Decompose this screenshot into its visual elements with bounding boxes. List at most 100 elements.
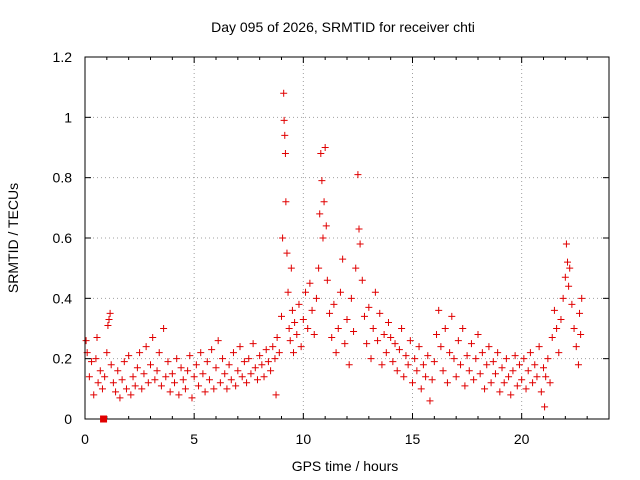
data-point [541,403,549,411]
data-point [548,334,556,342]
data-point [570,325,578,332]
data-point [295,300,303,308]
data-point [236,343,244,351]
data-point [157,382,165,390]
data-point [323,276,331,284]
data-point [181,385,189,393]
data-point [345,361,353,369]
data-point [221,370,229,378]
data-point [564,258,572,266]
data-point [544,355,552,363]
data-point [417,385,425,393]
data-point [424,352,432,360]
data-point [306,279,314,287]
data-point [258,361,266,369]
data-point [142,343,150,351]
data-point [166,388,174,396]
data-point [151,376,159,384]
data-point [92,355,100,363]
data-point [104,321,112,329]
data-point [472,355,480,363]
data-point [199,370,207,378]
data-point [522,385,530,393]
data-point [355,225,363,233]
data-point [358,276,366,284]
data-point [90,391,98,399]
data-point [483,361,491,369]
data-point [334,325,342,332]
data-point [457,361,465,369]
data-point [411,355,419,363]
x-tick-label: 5 [190,431,198,447]
data-point [326,309,334,317]
data-point [195,382,203,390]
data-point [481,385,489,393]
data-point [203,358,211,366]
data-point [267,367,275,375]
data-point [299,315,307,323]
data-point [210,385,218,393]
data-point [402,352,410,360]
data-point [127,391,135,399]
data-point [232,382,240,390]
chart-title: Day 095 of 2026, SRMTID for receiver cht… [211,19,475,35]
data-point [216,379,224,387]
data-point [101,373,109,381]
data-point [369,325,377,332]
data-point [281,150,289,158]
data-point [286,337,294,345]
data-point [94,379,102,387]
data-point [318,177,326,185]
data-point [561,273,569,281]
y-tick-label: 0.6 [53,230,73,246]
data-point [275,349,283,357]
data-point [171,379,179,387]
data-point [435,306,443,314]
data-point [502,355,510,363]
data-point [413,367,421,375]
data-point [374,337,382,345]
data-point [550,306,558,314]
data-point [308,306,316,314]
data-point [391,340,399,348]
data-point [365,303,373,311]
data-point [518,376,526,384]
data-point [229,349,237,357]
data-point [426,397,434,405]
x-tick-label: 15 [405,431,421,447]
y-tick-label: 1.2 [53,49,73,65]
y-tick-labels: 0 0.2 0.4 0.6 0.8 1 1.2 [53,49,73,427]
data-point [262,346,270,354]
x-tick-labels: 0 5 10 15 20 [81,431,530,447]
station-marker [100,415,108,423]
data-point [260,373,268,381]
y-tick-label: 0.8 [53,170,73,186]
data-point [332,349,340,357]
data-point [321,144,329,151]
data-point [278,312,285,320]
data-point [109,379,117,387]
data-point [240,358,248,366]
data-point [197,349,205,357]
data-point [133,364,141,372]
data-point [302,288,310,296]
data-point [450,355,458,363]
data-point [190,373,198,381]
data-point [291,318,299,326]
data-point [555,349,563,357]
data-point [192,361,200,369]
data-point [428,376,436,384]
data-point [400,373,408,381]
data-point [446,349,454,357]
data-point [106,309,114,317]
data-point [500,379,508,387]
data-point [354,171,362,179]
data-point [188,394,196,402]
data-point [542,373,550,381]
data-point [557,315,565,323]
data-point [393,367,401,375]
data-point [122,385,130,393]
data-point [155,349,163,357]
data-point [186,352,194,360]
data-point [578,294,586,302]
